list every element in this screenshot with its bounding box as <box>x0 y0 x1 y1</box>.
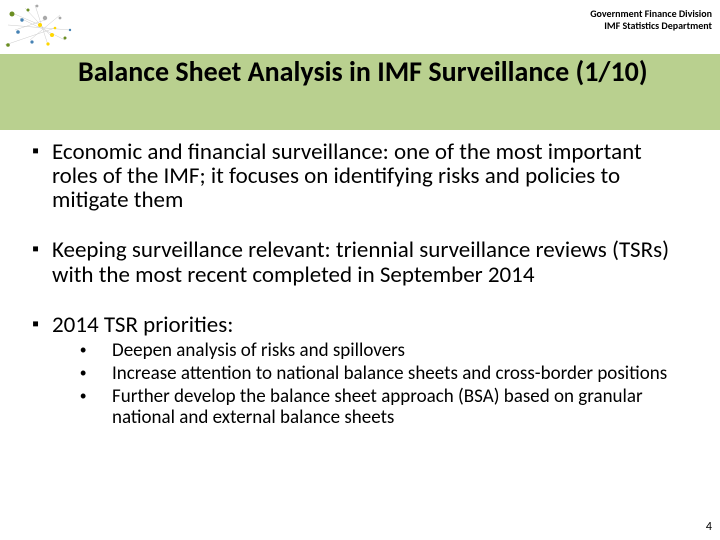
square-bullet-icon: ▪ <box>32 140 52 212</box>
slide-container: Government Finance Division IMF Statisti… <box>0 0 720 540</box>
dot-bullet-icon: • <box>80 341 112 362</box>
bullet-item: ▪ Keeping surveillance relevant: trienni… <box>32 238 692 286</box>
sub-bullet-text: Increase attention to national balance s… <box>112 364 667 385</box>
content-area: ▪ Economic and financial surveillance: o… <box>32 140 692 430</box>
bullet-text: Economic and financial surveillance: one… <box>52 140 692 212</box>
page-number: 4 <box>706 520 712 534</box>
network-decoration-icon <box>0 0 90 55</box>
dot-bullet-icon: • <box>80 387 112 429</box>
bullet-text-span: 2014 TSR priorities: <box>52 311 233 339</box>
bullet-item: ▪ 2014 TSR priorities: • Deepen analysis… <box>32 313 692 431</box>
bullet-text: 2014 TSR priorities: • Deepen analysis o… <box>52 313 692 431</box>
sub-bullet-text: Deepen analysis of risks and spillovers <box>112 341 405 362</box>
bullet-text: Keeping surveillance relevant: triennial… <box>52 238 692 286</box>
header-line2: IMF Statistics Department <box>590 20 712 32</box>
sub-bullet-item: • Deepen analysis of risks and spillover… <box>80 341 692 362</box>
square-bullet-icon: ▪ <box>32 238 52 286</box>
bullet-item: ▪ Economic and financial surveillance: o… <box>32 140 692 212</box>
square-bullet-icon: ▪ <box>32 313 52 431</box>
slide-title: Balance Sheet Analysis in IMF Surveillan… <box>78 56 648 88</box>
sub-bullet-item: • Increase attention to national balance… <box>80 364 692 385</box>
dot-bullet-icon: • <box>80 364 112 385</box>
header-division: Government Finance Division IMF Statisti… <box>590 8 712 32</box>
sub-bullet-text: Further develop the balance sheet approa… <box>112 387 692 429</box>
sub-bullet-item: • Further develop the balance sheet appr… <box>80 387 692 429</box>
sub-bullet-list: • Deepen analysis of risks and spillover… <box>80 341 692 429</box>
